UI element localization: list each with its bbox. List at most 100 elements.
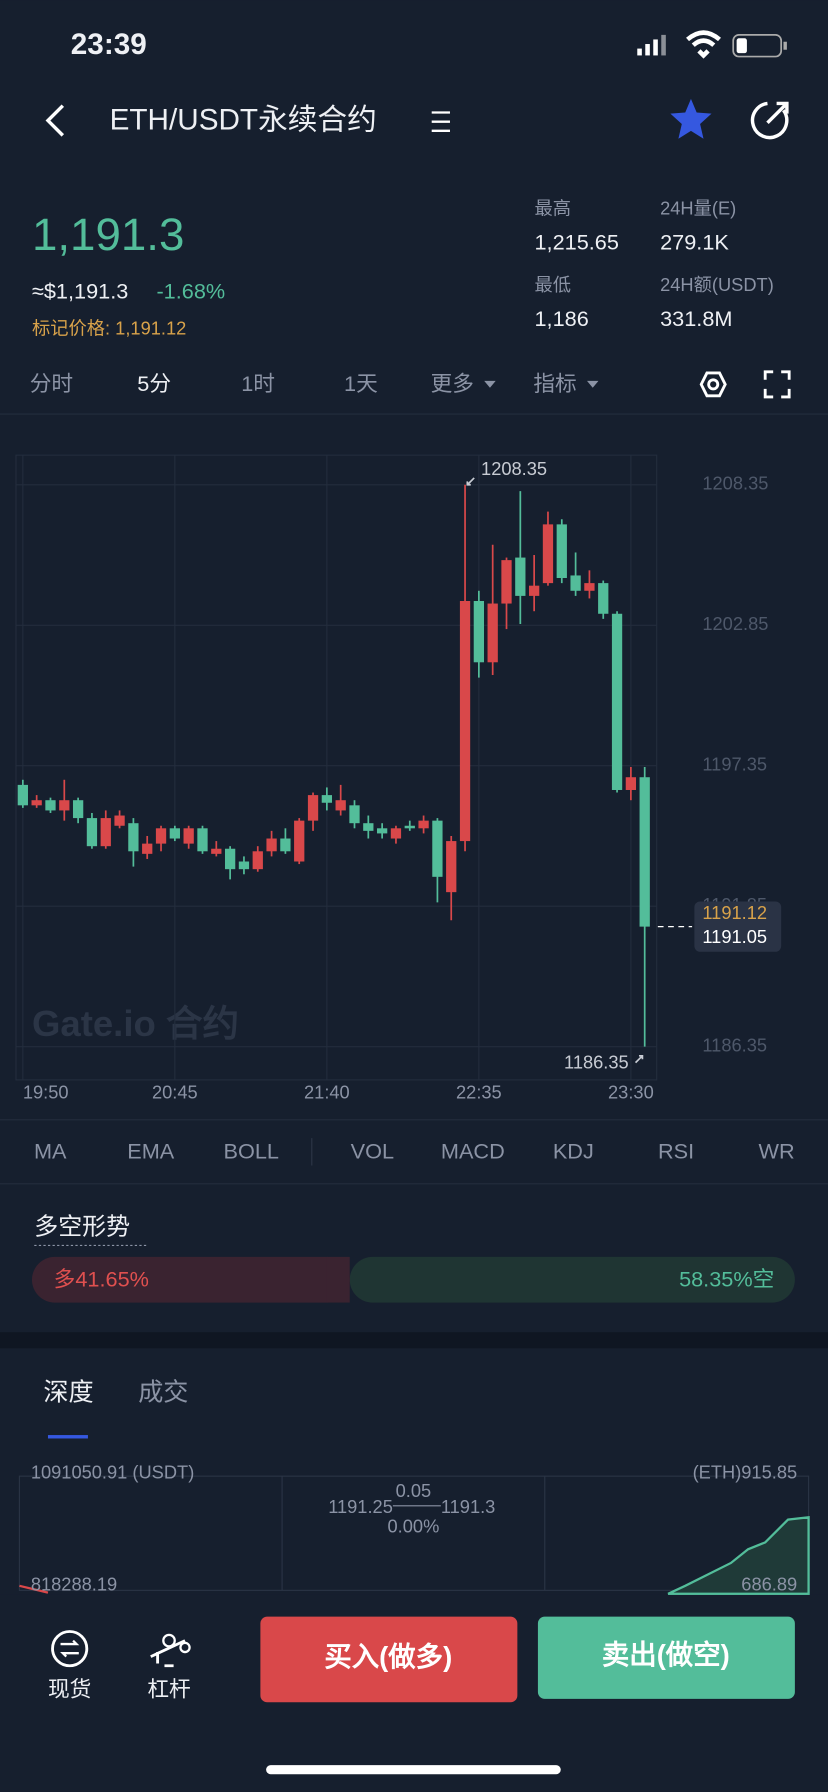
spread-percent: 0.00% bbox=[388, 1515, 440, 1536]
stat-label: 最高 bbox=[534, 197, 571, 218]
leverage-button[interactable]: 杠杆 bbox=[147, 1633, 191, 1702]
high-label: 1208.35 bbox=[481, 458, 547, 479]
high-arrow bbox=[466, 477, 475, 486]
candle-body bbox=[515, 557, 526, 596]
candle-body bbox=[224, 848, 236, 870]
fullscreen-button[interactable] bbox=[763, 370, 791, 399]
candle-body bbox=[625, 777, 637, 790]
candle-body bbox=[529, 585, 540, 596]
buy-label: 买入(做多) bbox=[324, 1641, 452, 1672]
sentiment-bar: 多41.65% 58.35%空 bbox=[31, 1256, 795, 1303]
section-separator bbox=[0, 1332, 828, 1349]
indicator-tab[interactable]: MA bbox=[34, 1139, 67, 1164]
depth-label: 686.89 bbox=[741, 1574, 797, 1595]
candle-body bbox=[321, 795, 332, 803]
indicator-tab[interactable]: EMA bbox=[127, 1139, 175, 1164]
x-tick-label: 20:45 bbox=[152, 1081, 198, 1102]
mark-price-label: 1191.12 bbox=[702, 902, 767, 923]
candle-body bbox=[183, 828, 194, 844]
clock: 23:39 bbox=[71, 28, 147, 61]
candle-body bbox=[114, 815, 125, 826]
candle-body bbox=[238, 861, 250, 870]
stats: 最高 1,215.65 24H量(E) 279.1K 最低 1,186 24H额(USDT)… bbox=[534, 197, 773, 331]
interval-tab[interactable]: 更多 bbox=[431, 371, 474, 396]
indicator-tab[interactable]: MACD bbox=[441, 1139, 505, 1164]
interval-tab[interactable]: 1时 bbox=[241, 371, 275, 396]
candle-body bbox=[556, 524, 567, 579]
spot-button[interactable]: 现货 bbox=[48, 1630, 91, 1702]
candle-body bbox=[570, 575, 581, 591]
candle-body bbox=[335, 800, 346, 811]
battery-icon bbox=[732, 34, 787, 58]
indicator-tabs: MA EMA BOLL VOL MACD KDJ RSI WR bbox=[34, 1139, 795, 1164]
usd-price: ≈$1,191.3 bbox=[32, 279, 128, 304]
share-button[interactable] bbox=[750, 101, 789, 140]
candle-body bbox=[376, 828, 388, 834]
price-change: -1.68% bbox=[156, 279, 225, 304]
y-tick-label: 1208.35 bbox=[702, 473, 768, 494]
interval-tab[interactable]: 指标 bbox=[533, 371, 576, 396]
sell-button[interactable] bbox=[537, 1616, 795, 1699]
candle-body bbox=[307, 795, 319, 821]
home-indicator bbox=[266, 1765, 561, 1775]
long-label: 多41.65% bbox=[54, 1267, 149, 1292]
candle-body bbox=[100, 818, 111, 847]
candle-body bbox=[418, 820, 429, 829]
candle-body bbox=[446, 841, 457, 893]
trades-tab[interactable]: 成交 bbox=[138, 1379, 188, 1407]
buy-button[interactable] bbox=[260, 1616, 518, 1703]
spread: 0.05 bbox=[396, 1480, 432, 1501]
wifi-icon bbox=[686, 30, 721, 59]
depth-tab[interactable]: 深度 bbox=[43, 1379, 93, 1407]
candle-body bbox=[611, 613, 623, 790]
long-segment bbox=[31, 1256, 350, 1303]
candle-body bbox=[252, 851, 263, 870]
candle-body bbox=[404, 825, 415, 829]
candle-body bbox=[266, 838, 277, 852]
interval-tabs: 分时 5分 1时 1天 更多 指标 bbox=[30, 371, 577, 396]
low-arrow bbox=[634, 1054, 644, 1064]
candle-body bbox=[294, 820, 305, 862]
x-tick-label: 23:30 bbox=[608, 1081, 654, 1102]
stat-label: 最低 bbox=[534, 274, 571, 295]
indicator-tab[interactable]: BOLL bbox=[224, 1139, 279, 1164]
candle-body bbox=[142, 843, 153, 854]
x-tick-label: 22:35 bbox=[456, 1081, 502, 1102]
favorite-star[interactable] bbox=[670, 98, 712, 139]
candle-body bbox=[211, 848, 222, 854]
candle-body bbox=[432, 820, 443, 877]
interval-tab[interactable]: 分时 bbox=[30, 371, 73, 396]
indicator-tab[interactable]: KDJ bbox=[553, 1139, 594, 1164]
menu-icon[interactable] bbox=[431, 111, 450, 132]
interval-tab[interactable]: 1天 bbox=[344, 371, 378, 396]
sell-label: 卖出(做空) bbox=[602, 1639, 730, 1670]
candle-body bbox=[487, 603, 498, 663]
depth-label: 818288.19 bbox=[31, 1574, 117, 1595]
y-tick-label: 1202.85 bbox=[702, 613, 768, 634]
stat-value: 1,215.65 bbox=[534, 230, 618, 255]
interval-tab[interactable]: 5分 bbox=[137, 371, 171, 396]
indicator-tab[interactable]: RSI bbox=[658, 1139, 694, 1164]
settings-button[interactable] bbox=[699, 371, 727, 398]
indicator-tab[interactable]: WR bbox=[759, 1139, 795, 1164]
candle-body bbox=[45, 800, 56, 811]
indicator-tab[interactable]: VOL bbox=[351, 1139, 394, 1164]
candle-body bbox=[349, 805, 360, 824]
spot-label: 现货 bbox=[48, 1677, 91, 1702]
candle-body bbox=[72, 800, 84, 819]
back-button[interactable] bbox=[45, 104, 65, 137]
candle-body bbox=[363, 823, 374, 831]
candle-body bbox=[155, 828, 167, 844]
page-title: ETH/USDT永续合约 bbox=[110, 104, 377, 137]
candle-body bbox=[169, 828, 180, 839]
last-price: 1,191.3 bbox=[32, 209, 184, 260]
price-badge bbox=[694, 901, 782, 952]
tab-indicator bbox=[47, 1435, 88, 1439]
signal-icon bbox=[637, 34, 666, 56]
short-segment bbox=[349, 1256, 795, 1303]
depth-label: (ETH)915.85 bbox=[693, 1462, 798, 1483]
long-segment-edge bbox=[326, 1256, 350, 1303]
depth-label: 1091050.91 (USDT) bbox=[31, 1462, 194, 1483]
